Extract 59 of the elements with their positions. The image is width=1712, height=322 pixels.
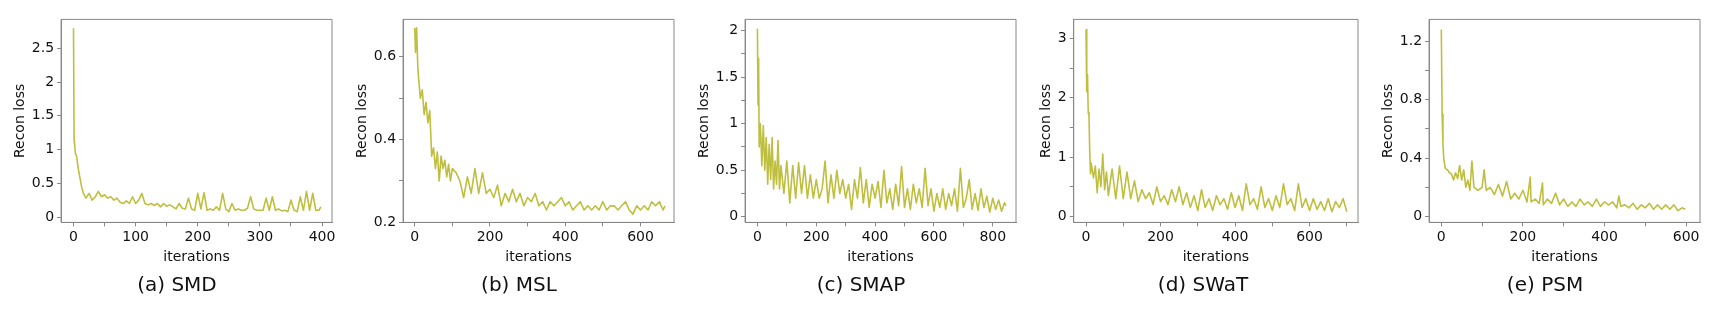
- x-axis-title: iterations: [847, 248, 914, 265]
- x-tick-label: 100: [122, 228, 149, 245]
- text: (c) SMAP: [816, 272, 906, 296]
- y-tick-label: 3: [1057, 29, 1067, 46]
- x-tick-label: 0: [69, 228, 78, 245]
- y-tick-label: 1: [1057, 147, 1067, 164]
- x-tick-label: 200: [184, 228, 212, 245]
- x-tick-label: 400: [1591, 228, 1618, 245]
- x-tick-label: 0: [410, 228, 420, 245]
- x-axis-title: iterations: [163, 248, 230, 265]
- x-tick-label: 600: [627, 228, 654, 245]
- x-axis-title: iterations: [1531, 248, 1598, 265]
- x-tick-label: 300: [246, 228, 274, 245]
- y-axis-title: Recon loss: [1037, 83, 1054, 159]
- y-tick-label: 0: [1413, 207, 1423, 224]
- text: (e) PSM: [1506, 272, 1584, 296]
- text: (a) SMD: [137, 272, 217, 296]
- y-axis-title: Recon loss: [11, 83, 28, 159]
- y-tick-label: 1.5: [31, 106, 55, 123]
- y-tick-label: 0.8: [1399, 90, 1423, 107]
- y-tick-label: 2: [729, 21, 739, 38]
- y-tick-label: 0: [45, 207, 55, 224]
- x-tick-label: 600: [920, 228, 948, 245]
- x-tick-label: 0: [1436, 228, 1446, 245]
- y-tick-label: 2: [1057, 88, 1067, 105]
- text: (d) SWaT: [1157, 272, 1249, 296]
- y-tick-label: 0.5: [31, 173, 55, 190]
- x-tick-label: 600: [1672, 228, 1700, 245]
- x-tick-label: 0: [1081, 228, 1091, 245]
- x-tick-label: 200: [476, 228, 504, 245]
- y-axis-title: Recon loss: [353, 83, 370, 159]
- y-tick-label: 0.4: [1399, 148, 1423, 165]
- x-tick-label: 600: [1296, 228, 1323, 245]
- x-tick-label: 200: [802, 228, 830, 245]
- y-tick-label: 2: [45, 72, 55, 89]
- x-axis-title: iterations: [1182, 248, 1250, 265]
- y-tick-label: 0.5: [715, 160, 739, 177]
- x-tick-label: 0: [752, 228, 762, 245]
- y-tick-label: 0: [1057, 207, 1067, 224]
- x-tick-label: 400: [861, 228, 889, 245]
- y-axis-title: Recon loss: [1379, 83, 1396, 159]
- y-tick-label: 1.5: [715, 67, 739, 84]
- y-tick-label: 1: [729, 114, 739, 131]
- y-axis-title: Recon loss: [695, 83, 712, 159]
- y-tick-label: 0.4: [373, 130, 397, 147]
- x-tick-label: 400: [551, 228, 579, 245]
- y-tick-label: 1: [45, 140, 55, 157]
- x-tick-label: 200: [1509, 228, 1537, 245]
- x-tick-label: 800: [979, 228, 1007, 245]
- text: (b) MSL: [481, 272, 557, 296]
- x-tick-label: 400: [1221, 228, 1249, 245]
- x-axis-title: iterations: [505, 248, 572, 265]
- x-tick-label: 200: [1147, 228, 1174, 245]
- y-tick-label: 0.6: [373, 47, 397, 64]
- x-tick-label: 400: [308, 228, 336, 245]
- y-tick-label: 1.2: [1399, 31, 1423, 48]
- y-tick-label: 0: [729, 207, 739, 224]
- y-tick-label: 0.2: [373, 213, 397, 230]
- y-tick-label: 2.5: [31, 39, 55, 56]
